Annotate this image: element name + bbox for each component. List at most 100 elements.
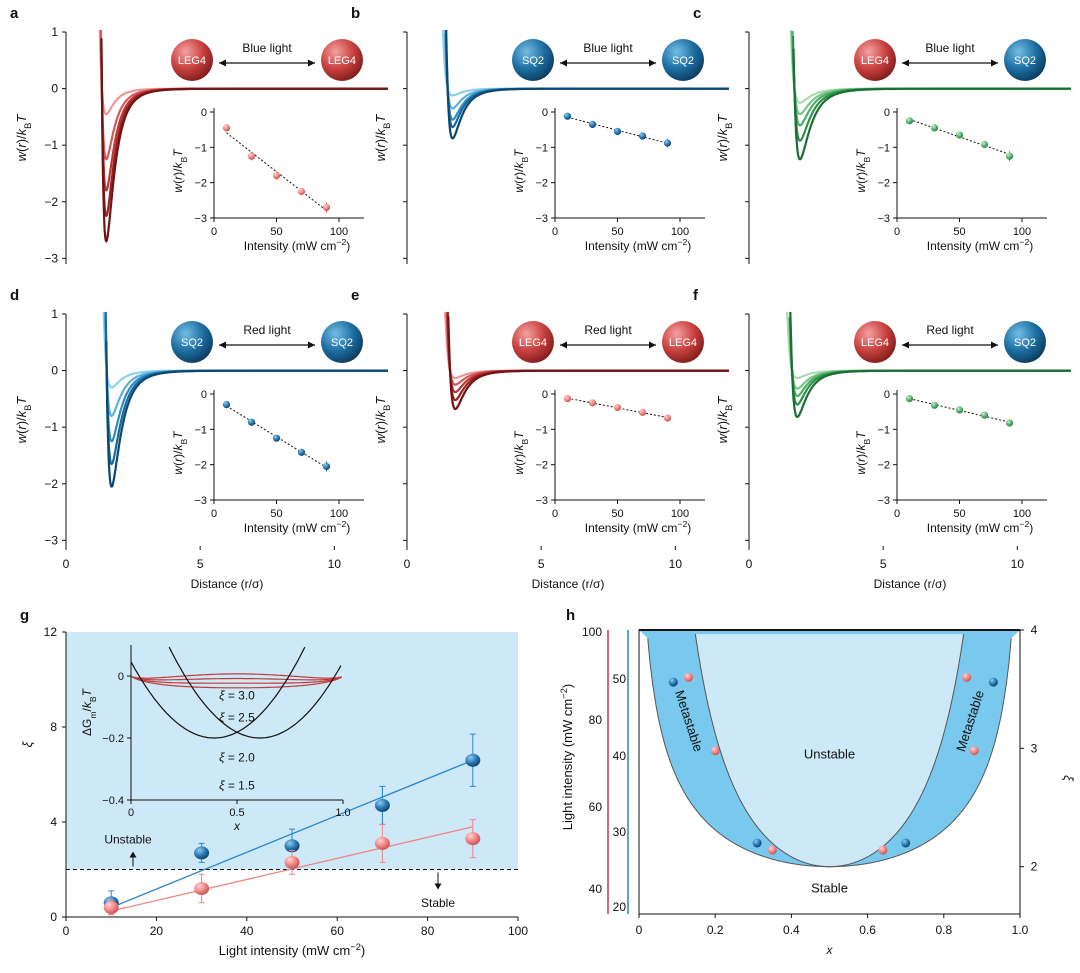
inset-x-tick-label: 50 — [270, 226, 282, 238]
y-axis-label: w(r)/kBT — [854, 430, 872, 475]
y-tick-label: 0 — [51, 82, 58, 96]
x-tick-label: 1.0 — [1012, 923, 1029, 937]
y-tick-label: −1 — [44, 138, 58, 152]
inset-y-tick-label: −3 — [194, 213, 207, 225]
inset-x-tick-label: 0 — [552, 508, 558, 520]
left-inner-tick-label: 20 — [613, 900, 627, 914]
potential-curve-5 — [105, 341, 389, 488]
inset-g: 0 −0.2 −0.4 0 0.5 1.0 x ΔGm/kBT ξ = 3.0 ξ = 2.5 ξ … — [80, 645, 351, 833]
inset-y-tick-label: −2 — [535, 178, 548, 190]
inset-y-tick-label: 0 — [118, 671, 124, 683]
inset-data-point — [955, 406, 964, 414]
panel-c: c w(r)/kBT LEG4 SQ2 Blue light 0 −1 −2 −3 0 50 100I… — [693, 5, 1072, 264]
inset-data-point — [588, 120, 597, 128]
inset-data-point — [1005, 419, 1014, 427]
y-tick-label: 0 — [50, 910, 57, 924]
inset-data-point — [222, 124, 231, 132]
left-inner-tick-label: 50 — [613, 672, 627, 686]
particle-label-right: SQ2 — [331, 337, 353, 349]
x-axis-label: Distance (r/σ) — [874, 577, 947, 591]
xi-curve-label: ξ = 1.5 — [219, 779, 255, 793]
arrow-head-left — [560, 341, 567, 349]
inset-x-tick-label: 0 — [552, 226, 558, 238]
inset-x-tick-label: 50 — [611, 508, 623, 520]
x-tick-label: 0 — [636, 923, 643, 937]
particle-label-right: LEG4 — [669, 337, 697, 349]
inset-x-tick-label: 50 — [953, 508, 965, 520]
x-tick-label: 10 — [328, 557, 342, 571]
inset-y-tick-label: −0.2 — [102, 733, 124, 745]
panel-a: a 1 0 −1 −2 −3 w(r)/kBT LEG4 LEG4 Blue light 0 −1 −2… — [10, 5, 389, 265]
inset-data-point — [930, 124, 939, 132]
x-axis-label: Intensity (mW cm−2) — [585, 519, 692, 535]
y-tick-label: −1 — [44, 420, 58, 434]
inset-x-tick-label: 100 — [1013, 508, 1031, 520]
inset-y-tick-label: −1 — [194, 424, 207, 436]
x-axis-label: Distance (r/σ) — [191, 577, 264, 591]
inset-fit-line — [226, 405, 327, 468]
particle-sphere-right — [321, 39, 363, 81]
inset-x-tick-label: 0 — [128, 807, 134, 819]
y-axis-label: w(r)/kBT — [854, 148, 872, 193]
inset-y-tick-label: 0 — [884, 107, 890, 119]
arrow-head-left — [560, 59, 567, 67]
x-tick-label: 0 — [404, 557, 411, 571]
inset-background — [214, 112, 364, 218]
inset-x-tick-label: 50 — [953, 226, 965, 238]
particle-sphere-left — [512, 321, 554, 363]
data-point-leg4 — [465, 832, 481, 846]
x-axis-label: Intensity (mW cm−2) — [244, 519, 351, 535]
parabola-curve — [168, 646, 342, 739]
data-point-leg4 — [374, 836, 390, 850]
inset-data-point — [1005, 152, 1014, 160]
x-tick-label: 40 — [240, 924, 254, 938]
x-tick-label: 5 — [538, 557, 545, 571]
data-point-sq2 — [374, 798, 390, 812]
inset-x-tick-label: 0.5 — [229, 807, 244, 819]
x-axis-label: Intensity (mW cm−2) — [927, 237, 1034, 253]
x-tick-label: 20 — [150, 924, 164, 938]
y-tick-label: 12 — [44, 625, 58, 639]
inset-fit-line — [567, 397, 668, 419]
light-label: Red light — [584, 323, 632, 337]
inset-data-point — [955, 131, 964, 139]
inset-x-tick-label: 100 — [330, 508, 348, 520]
data-point-sq2 — [668, 677, 678, 687]
x-tick-label: 10 — [1011, 557, 1025, 571]
y-axis-label: w(r)/kBT — [512, 430, 530, 475]
inset-fit-line — [226, 132, 327, 211]
panel-e: e w(r)/kBT 0 5 10 Distance (r/σ) LEG4 LEG4 Red l… — [351, 287, 730, 591]
potential-curve-5 — [445, 29, 730, 140]
left-outer-tick-label: 100 — [582, 625, 602, 639]
x-tick-label: 0.8 — [935, 923, 952, 937]
particle-label-left: LEG4 — [519, 337, 547, 349]
inset-x-tick-label: 0 — [211, 226, 217, 238]
inset-y-tick-label: −2 — [877, 178, 890, 190]
left-inner-tick-label: 30 — [613, 825, 627, 839]
x-tick-label: 0.2 — [707, 923, 724, 937]
free-energy-curve — [131, 675, 343, 689]
x-tick-label: 0 — [63, 924, 70, 938]
parabola-curve — [130, 646, 306, 739]
inset-data-point — [222, 401, 231, 409]
y-axis-label: w(r)/kBT — [373, 114, 392, 162]
inset-y-tick-label: −2 — [535, 460, 548, 472]
free-energy-curve — [131, 675, 342, 684]
data-point-leg4 — [284, 855, 300, 869]
inset-y-tick-label: −2 — [877, 460, 890, 472]
xi-curve-label: ξ = 2.0 — [219, 751, 255, 765]
inset-background — [897, 112, 1047, 218]
free-energy-curve — [131, 673, 342, 679]
particle-label-left: SQ2 — [181, 337, 203, 349]
inset-y-tick-label: −3 — [877, 495, 890, 507]
inset-x-tick-label: 100 — [330, 226, 348, 238]
inset-data-point — [930, 401, 939, 409]
inset-y-axis-label: ΔGm/kBT — [80, 687, 98, 736]
x-axis-label: Intensity (mW cm−2) — [244, 237, 351, 253]
x-tick-label: 0.6 — [859, 923, 876, 937]
x-tick-label: 80 — [421, 924, 435, 938]
